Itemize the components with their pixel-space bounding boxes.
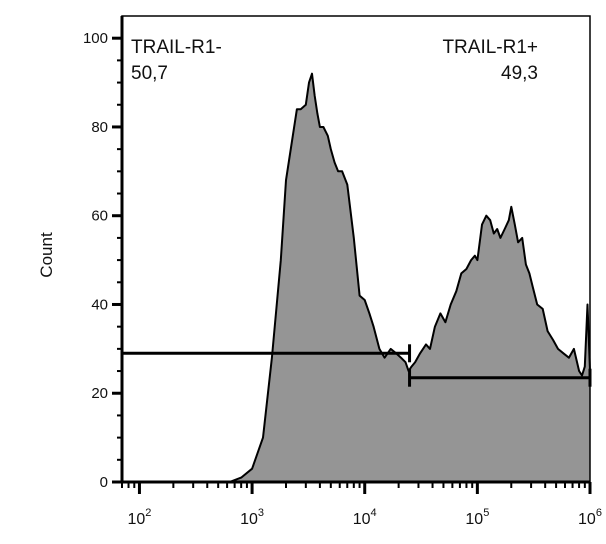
x-tick-label-1: 103 — [240, 507, 264, 528]
histogram-outline-0 — [229, 72, 591, 483]
histogram-fill-0 — [229, 73, 590, 482]
x-tick-label-4: 106 — [578, 507, 602, 528]
x-tick-label-0: 102 — [127, 507, 151, 528]
y-tick-label-60: 60 — [91, 208, 108, 225]
plot-area — [229, 72, 591, 483]
y-axis: 0 20 40 60 80 100 — [83, 30, 122, 491]
x-axis: 102 103 104 105 106 — [121, 482, 602, 528]
y-tick-label-40: 40 — [91, 296, 108, 313]
y-tick-label-80: 80 — [91, 119, 108, 136]
x-tick-label-3: 105 — [465, 507, 489, 528]
y-axis-label: Count — [37, 232, 56, 278]
gate-label-positive-name: TRAIL-R1+ — [442, 37, 538, 58]
gate-label-positive-percent: 49,3 — [501, 63, 538, 84]
y-tick-label-0: 0 — [100, 474, 108, 491]
y-tick-label-20: 20 — [91, 385, 108, 402]
x-tick-label-2: 104 — [353, 507, 377, 528]
plot-frame — [120, 15, 591, 484]
gate-label-negative-name: TRAIL-R1- — [131, 37, 222, 58]
gate-labels: TRAIL-R1- 50,7 TRAIL-R1+ 49,3 — [131, 37, 538, 84]
y-tick-label-100: 100 — [83, 30, 108, 47]
gate-label-negative-percent: 50,7 — [131, 63, 168, 84]
